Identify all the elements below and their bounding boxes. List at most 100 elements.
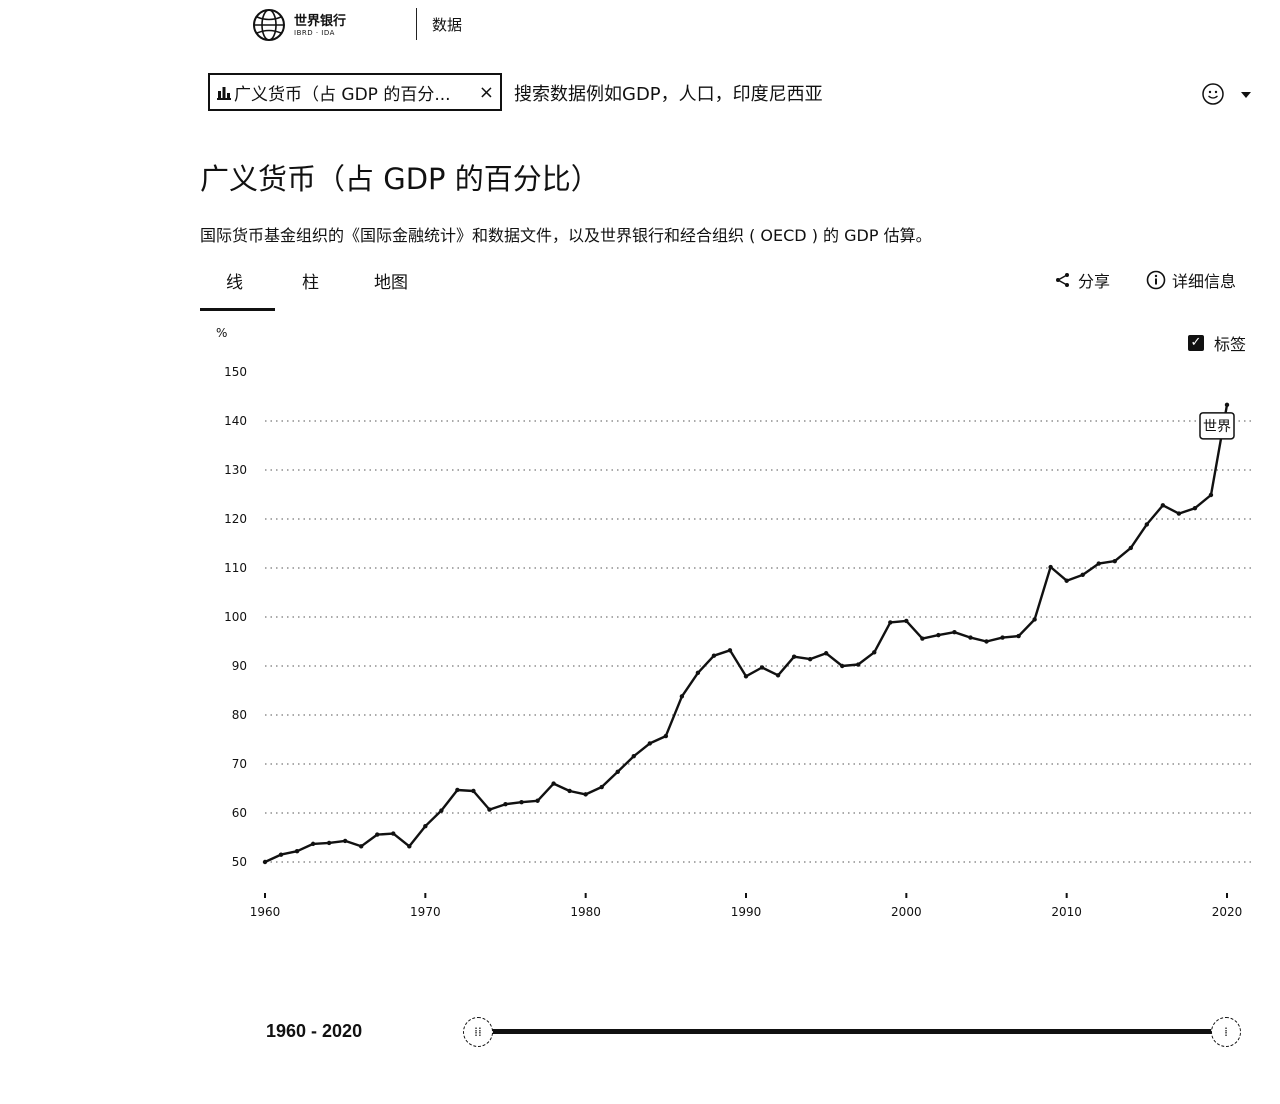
labels-checkbox-label: 标签: [1214, 335, 1247, 354]
details-button[interactable]: 详细信息: [1146, 268, 1236, 292]
data-point: [1000, 635, 1005, 640]
year-range-label: 1960 - 2020: [266, 1021, 363, 1041]
line-chart: % 50 60 70 80 90 100 110 120 130 140 150 1960 1970 198…: [216, 326, 1252, 919]
logo-name[interactable]: 世界银行: [294, 14, 347, 29]
y-tick-label: 100: [224, 610, 247, 624]
data-point: [583, 792, 588, 797]
data-point: [759, 665, 765, 670]
data-point: [439, 808, 444, 813]
world-bank-globe-logo[interactable]: [252, 8, 286, 42]
y-tick-label: 130: [224, 463, 247, 477]
data-point: [519, 800, 524, 805]
x-tick-label: 2020: [1212, 905, 1243, 919]
range-end-handle[interactable]: ⁞: [1211, 1017, 1241, 1047]
series-label-box: [1199, 412, 1235, 440]
year-range-slider-track[interactable]: [478, 1029, 1226, 1034]
data-point: [727, 648, 733, 653]
chip-close-icon[interactable]: ×: [478, 81, 494, 103]
data-point: [1144, 522, 1150, 527]
x-tick-label: 1970: [410, 905, 441, 919]
y-tick-label: 70: [232, 757, 247, 771]
data-point: [840, 663, 845, 669]
data-point: [551, 781, 556, 786]
data-point: [278, 852, 284, 857]
data-point: [359, 844, 364, 849]
data-point: [487, 807, 492, 812]
smiley-icon: [1202, 83, 1251, 105]
y-tick-label: 80: [232, 708, 247, 722]
tab-map[interactable]: 地图: [374, 273, 408, 293]
page-title: 广义货币（占 GDP 的百分比）: [200, 162, 600, 196]
data-point: [1192, 506, 1198, 511]
tab-bar[interactable]: 柱: [302, 273, 319, 293]
tab-line[interactable]: 线: [226, 273, 243, 293]
logo-subtitle: IBRD · IDA: [294, 29, 335, 37]
data-point: [631, 753, 636, 759]
page-description: 国际货币基金组织的《国际金融统计》和数据文件，以及世界银行和经合组织 ( OEC…: [200, 226, 932, 245]
data-point: [920, 636, 925, 641]
y-tick-label: 150: [224, 365, 247, 379]
data-point: [647, 741, 652, 746]
data-point: [326, 840, 332, 846]
checkbox-check-icon[interactable]: ✓: [1188, 335, 1204, 351]
data-point: [455, 787, 460, 793]
data-point: [471, 788, 476, 794]
x-tick-label: 1980: [570, 905, 601, 919]
data-point: [375, 832, 380, 837]
data-point: [775, 673, 781, 678]
details-label: 详细信息: [1172, 272, 1237, 291]
share-button[interactable]: 分享: [1054, 268, 1110, 292]
data-point: [503, 801, 508, 807]
data-point: [1096, 561, 1101, 566]
language-selector-button[interactable]: [1200, 80, 1260, 108]
bar-chart-icon: [217, 87, 231, 100]
info-icon: [1146, 270, 1166, 290]
data-point: [391, 831, 396, 836]
data-point: [310, 841, 316, 847]
data-point: [615, 769, 620, 775]
x-tick-label: 1990: [731, 905, 762, 919]
share-icon: [1056, 273, 1069, 287]
data-point: [807, 656, 813, 662]
data-point: [294, 849, 300, 854]
selected-indicator-chip[interactable]: 广义货币（占 GDP 的百分... ×: [208, 73, 502, 111]
data-point: [679, 694, 685, 699]
y-tick-label: 60: [232, 806, 247, 820]
data-point: [1064, 578, 1069, 583]
y-tick-label: 110: [224, 561, 247, 575]
data-point: [1224, 402, 1230, 408]
data-point: [1112, 558, 1117, 564]
data-point: [711, 653, 717, 658]
data-point: [1048, 564, 1053, 570]
x-tick-label: 2000: [891, 905, 922, 919]
data-point: [952, 629, 957, 635]
data-point: [904, 618, 909, 624]
data-point: [567, 788, 572, 794]
data-point: [823, 651, 829, 656]
active-tab-indicator: [200, 308, 275, 311]
y-tick-label: 50: [232, 855, 247, 869]
data-nav-link[interactable]: 数据: [432, 16, 463, 34]
x-tick-label: 2010: [1051, 905, 1082, 919]
data-point: [791, 654, 797, 659]
y-tick-label: 120: [224, 512, 247, 526]
data-point: [743, 674, 749, 679]
data-point: [1080, 572, 1085, 578]
y-tick-label: 90: [232, 659, 247, 673]
data-point: [423, 824, 428, 829]
data-point: [599, 784, 604, 790]
search-input[interactable]: [512, 78, 1116, 110]
data-point: [1208, 492, 1214, 498]
chip-label: 广义货币（占 GDP 的百分...: [234, 84, 451, 105]
range-start-handle[interactable]: ⁞⁞: [463, 1017, 493, 1047]
data-point: [856, 662, 861, 667]
labels-checkbox[interactable]: ✓ 标签: [1188, 331, 1246, 355]
data-point: [1128, 545, 1134, 551]
y-axis-unit-label: %: [216, 326, 227, 340]
data-point: [1176, 511, 1182, 516]
data-point: [262, 859, 268, 865]
x-tick-label: 1960: [250, 905, 281, 919]
data-point: [535, 798, 540, 803]
data-point: [888, 620, 893, 625]
share-label: 分享: [1078, 272, 1111, 291]
